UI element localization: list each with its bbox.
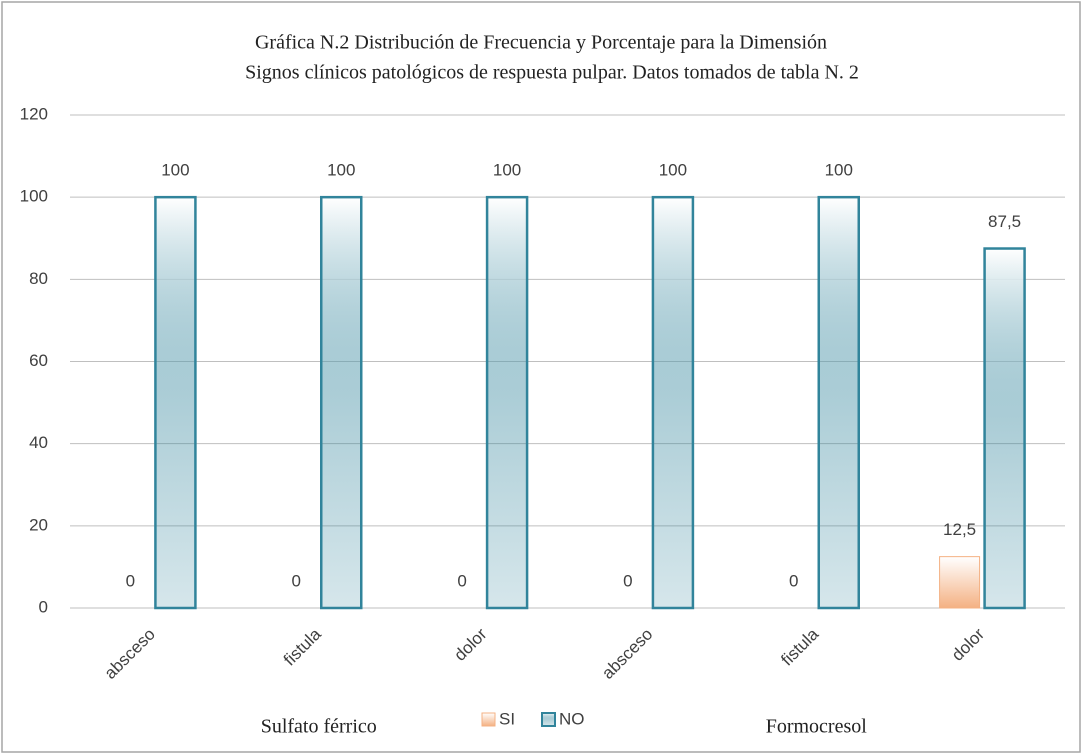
y-tick-label: 40 (29, 433, 48, 452)
bar (320, 195, 363, 610)
y-tick-label: 80 (29, 269, 48, 288)
bar (485, 195, 529, 610)
data-label: 100 (161, 161, 189, 180)
legend-swatch (481, 712, 496, 727)
chart-title: Gráfica N.2 Distribución de Frecuencia y… (255, 32, 827, 54)
bar (939, 556, 981, 609)
data-label: 100 (825, 161, 853, 180)
data-label: 0 (292, 571, 301, 590)
data-label: 0 (789, 571, 798, 590)
bar (651, 195, 695, 610)
y-tick-label: 60 (29, 351, 48, 370)
data-label: 100 (659, 161, 687, 180)
y-tick-label: 0 (39, 597, 48, 616)
legend-swatch (541, 712, 556, 727)
y-tick-label: 100 (20, 187, 48, 206)
group-label: Sulfato férrico (261, 716, 377, 738)
data-label: 87,5 (988, 212, 1021, 231)
data-label: 12,5 (943, 520, 976, 539)
data-label: 100 (327, 161, 355, 180)
data-label: 100 (493, 161, 521, 180)
group-label: Formocresol (766, 716, 868, 738)
y-tick-label: 120 (20, 104, 48, 123)
y-tick-label: 20 (29, 515, 48, 534)
data-label: 0 (623, 571, 632, 590)
data-label: 0 (457, 571, 466, 590)
chart-title: Signos clínicos patológicos de respuesta… (245, 62, 859, 84)
legend-label: SI (499, 709, 515, 728)
bar (154, 195, 197, 610)
bar (983, 247, 1026, 610)
legend-label: NO (559, 709, 585, 728)
data-label: 0 (126, 571, 135, 590)
bar (817, 195, 860, 610)
